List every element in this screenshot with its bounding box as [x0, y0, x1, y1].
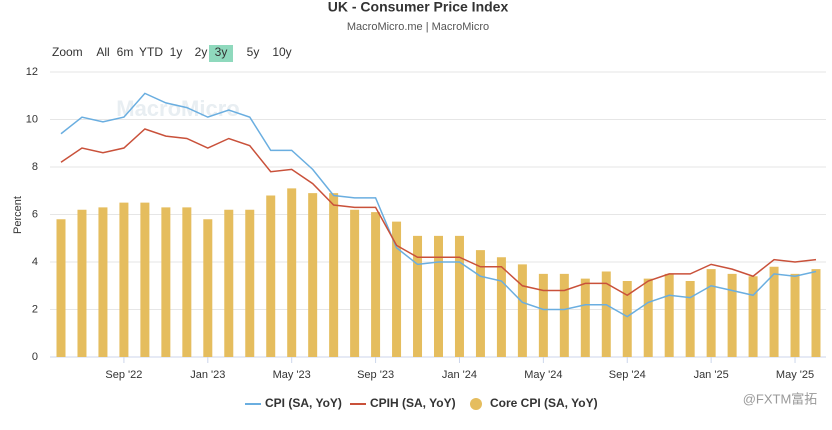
bar	[811, 269, 821, 357]
range-button-label: 6m	[117, 45, 134, 59]
legend-label: Core CPI (SA, YoY)	[490, 396, 598, 410]
bar	[308, 193, 318, 357]
range-button[interactable]: 3y	[209, 45, 233, 62]
legend-item[interactable]: Core CPI (SA, YoY)	[470, 396, 598, 410]
x-tick-label: Jan '25	[694, 369, 729, 381]
bar	[706, 269, 716, 357]
bar	[245, 209, 255, 357]
bar	[266, 195, 276, 357]
bar	[287, 188, 297, 357]
bar	[350, 209, 360, 357]
range-button[interactable]: 5y	[247, 45, 260, 59]
range-button[interactable]: 10y	[272, 45, 291, 59]
bar	[161, 207, 171, 357]
legend-item[interactable]: CPI (SA, YoY)	[245, 396, 342, 410]
bar	[371, 212, 381, 357]
bar	[622, 281, 632, 357]
y-tick-label: 2	[32, 303, 38, 315]
x-tick-label: May '25	[776, 369, 814, 381]
x-tick-label: Jan '23	[190, 369, 225, 381]
bar	[56, 219, 66, 357]
range-button-label: All	[96, 45, 109, 59]
bar	[748, 276, 758, 357]
bar	[559, 273, 569, 357]
y-tick-label: 8	[32, 161, 38, 173]
range-button-label: 10y	[272, 45, 291, 59]
bar	[538, 273, 548, 357]
bar	[182, 207, 192, 357]
x-tick-label: Sep '22	[105, 369, 142, 381]
bar	[392, 221, 402, 357]
bar	[790, 273, 800, 357]
y-tick-label: 0	[32, 351, 38, 363]
range-button[interactable]: All	[96, 45, 109, 59]
y-tick-label: 4	[32, 256, 38, 268]
y-tick-label: 12	[26, 66, 38, 78]
bar	[413, 235, 423, 357]
bar	[580, 278, 590, 357]
x-tick-label: May '23	[273, 369, 311, 381]
bar	[119, 202, 129, 357]
bar	[643, 278, 653, 357]
line	[60, 128, 817, 297]
legend-item[interactable]: CPIH (SA, YoY)	[350, 396, 456, 410]
range-button-label: 3y	[215, 45, 228, 59]
y-axis-label: Percent	[12, 196, 24, 234]
chart-title: UK - Consumer Price Index	[328, 0, 509, 15]
line	[60, 92, 817, 318]
range-button-bg	[209, 45, 233, 62]
x-tick-label: Sep '23	[357, 369, 394, 381]
range-button[interactable]: 6m	[117, 45, 134, 59]
x-tick-label: Jan '24	[442, 369, 477, 381]
bar	[329, 193, 339, 357]
range-button[interactable]: YTD	[139, 45, 163, 59]
watermark: MacroMicro	[116, 96, 239, 121]
bar	[454, 235, 464, 357]
bar	[203, 219, 213, 357]
bar	[434, 235, 443, 357]
bar	[685, 281, 695, 357]
bar	[224, 209, 234, 357]
range-button[interactable]: 1y	[170, 45, 183, 59]
corner-watermark: @FXTM富拓	[743, 391, 818, 406]
bar	[601, 271, 611, 357]
range-button-label: YTD	[139, 45, 163, 59]
bar	[769, 266, 779, 357]
bar	[664, 273, 674, 357]
bar	[77, 209, 87, 357]
chart-subtitle: MacroMicro.me | MacroMicro	[347, 21, 489, 33]
range-button[interactable]: 2y	[195, 45, 208, 59]
bar	[475, 250, 485, 357]
bar	[727, 273, 737, 357]
bar	[98, 207, 108, 357]
y-tick-label: 10	[26, 113, 38, 125]
bar	[140, 202, 150, 357]
x-tick-label: Sep '24	[609, 369, 646, 381]
zoom-label: Zoom	[52, 45, 83, 59]
x-tick-label: May '24	[524, 369, 562, 381]
range-button-label: 1y	[170, 45, 183, 59]
bar	[517, 264, 527, 357]
y-tick-label: 6	[32, 208, 38, 220]
legend-label: CPIH (SA, YoY)	[370, 396, 456, 410]
bar	[496, 257, 506, 357]
range-button-label: 5y	[247, 45, 260, 59]
range-button-label: 2y	[195, 45, 208, 59]
legend-symbol	[470, 398, 482, 410]
legend-label: CPI (SA, YoY)	[265, 396, 342, 410]
